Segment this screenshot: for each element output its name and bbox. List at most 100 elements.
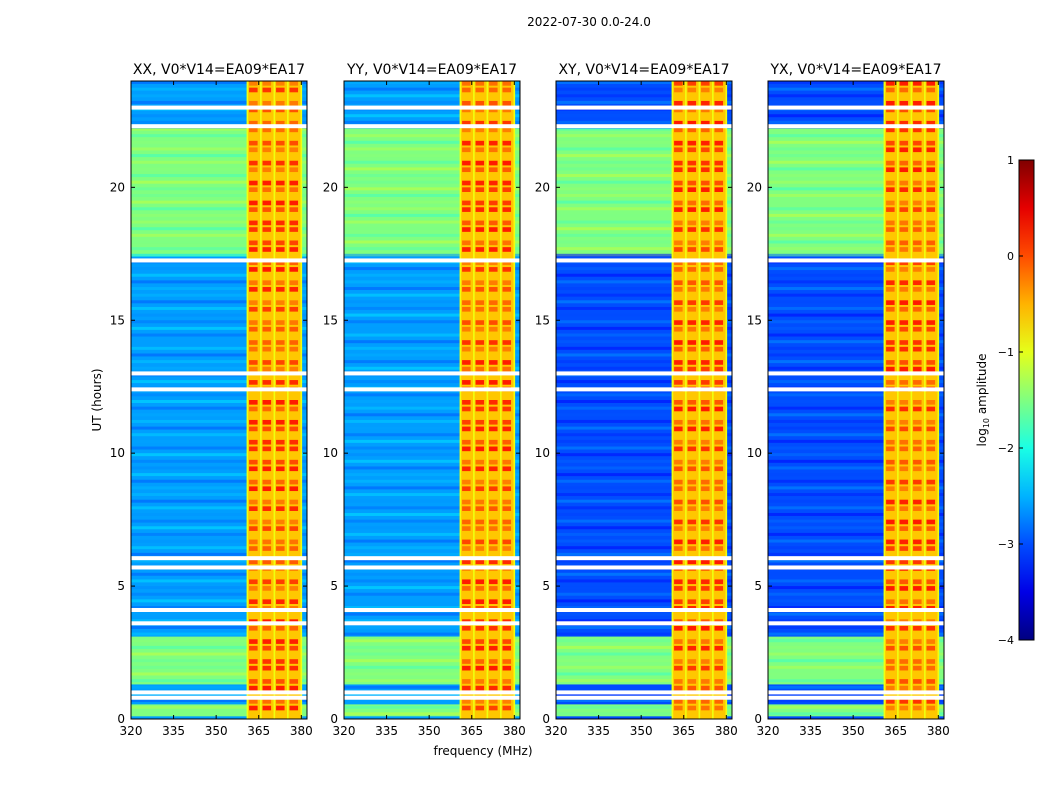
heatmap-row [556, 579, 732, 583]
rfi-cell [701, 665, 710, 671]
heatmap-row [131, 187, 307, 191]
rfi-cell [489, 346, 498, 352]
rfi-cell [249, 586, 258, 591]
flagged-row [768, 690, 944, 695]
rfi-cell [899, 247, 909, 252]
rfi-cell [674, 140, 683, 146]
rfi-cell [714, 659, 724, 664]
rfi-cell [475, 220, 485, 226]
rfi-cell [886, 107, 895, 113]
rfi-cell [913, 625, 922, 631]
heatmap-row [344, 326, 520, 330]
rfi-cell [899, 326, 909, 332]
flagged-row [344, 608, 520, 613]
heatmap-row [131, 213, 307, 217]
flagged-row [344, 621, 520, 626]
rfi-cell [926, 506, 936, 511]
rfi-cell [899, 699, 909, 704]
rfi-cell [674, 280, 683, 286]
rfi-cell [913, 400, 922, 405]
rfi-cell [701, 120, 710, 126]
rfi-cell [926, 187, 936, 192]
heatmap-row [131, 639, 307, 643]
rfi-cell [701, 446, 710, 452]
rfi-cell [475, 406, 485, 412]
rfi-cell [926, 340, 936, 345]
rfi-cell [489, 499, 498, 505]
heatmap-row [344, 207, 520, 211]
rfi-cell [674, 360, 683, 365]
rfi-cell [249, 625, 258, 631]
heatmap-row [768, 180, 944, 184]
rfi-cell [262, 665, 272, 671]
heatmap-row [131, 506, 307, 510]
rfi-cell [926, 167, 936, 173]
rfi-cell [886, 87, 895, 93]
flagged-row [344, 258, 520, 263]
rfi-cell [462, 360, 471, 365]
rfi-cell [249, 526, 258, 531]
rfi-cell [502, 659, 512, 664]
rfi-cell [913, 140, 922, 146]
rfi-cell [701, 81, 710, 86]
rfi-cell [899, 127, 909, 133]
rfi-cell [262, 406, 272, 412]
rfi-cell [913, 705, 922, 711]
heatmap-row [556, 453, 732, 457]
heatmap-row [131, 380, 307, 384]
rfi-cell [913, 599, 922, 605]
rfi-cell [674, 645, 683, 651]
rfi-cell [886, 340, 895, 345]
rfi-channel-divider [897, 81, 899, 719]
heatmap-row [768, 586, 944, 590]
heatmap-row [344, 393, 520, 397]
heatmap-row [768, 160, 944, 164]
rfi-cell [674, 127, 683, 133]
rfi-cell [262, 419, 272, 425]
rfi-cell [674, 100, 683, 106]
rfi-channel-divider [910, 81, 913, 719]
rfi-cell [701, 267, 710, 272]
rfi-cell [502, 160, 512, 166]
rfi-cell [926, 645, 936, 651]
colorbar: 1 0 −1 −2 −3 −4 log10 amplitude [975, 154, 1035, 647]
rfi-cell [276, 546, 285, 551]
rfi-cell [276, 579, 285, 585]
rfi-cell [502, 326, 512, 332]
rfi-cell [462, 366, 471, 372]
rfi-cell [249, 107, 258, 113]
flagged-row [556, 565, 732, 570]
rfi-cell [701, 439, 710, 445]
rfi-cell [714, 366, 724, 372]
rfi-cell [899, 526, 909, 531]
rfi-cell [489, 340, 498, 345]
rfi-cell [926, 625, 936, 631]
rfi-cell [701, 227, 710, 232]
rfi-cell [289, 160, 299, 166]
rfi-cell [249, 366, 258, 372]
rfi-cell [674, 326, 683, 332]
rfi-cell [926, 287, 936, 292]
heatmap-row [344, 532, 520, 536]
rfi-cell [289, 486, 299, 492]
rfi-channel-divider [725, 81, 728, 719]
rfi-cell [276, 665, 285, 671]
rfi-cell [714, 599, 724, 605]
rfi-cell [899, 486, 909, 492]
heatmap-row [344, 353, 520, 357]
rfi-cell [886, 220, 895, 226]
rfi-cell [714, 167, 724, 173]
rfi-cell [899, 559, 909, 565]
rfi-cell [462, 679, 471, 684]
rfi-cell [502, 426, 512, 432]
rfi-cell [701, 426, 710, 432]
heatmap-row [344, 120, 520, 124]
rfi-cell [701, 280, 710, 286]
rfi-cell [899, 645, 909, 651]
rfi-cell [462, 439, 471, 445]
rfi-cell [687, 207, 697, 212]
x-tick-label: 335 [162, 724, 185, 738]
heatmap-row [131, 406, 307, 410]
x-tick-label: 335 [799, 724, 822, 738]
heatmap-row [131, 253, 307, 257]
